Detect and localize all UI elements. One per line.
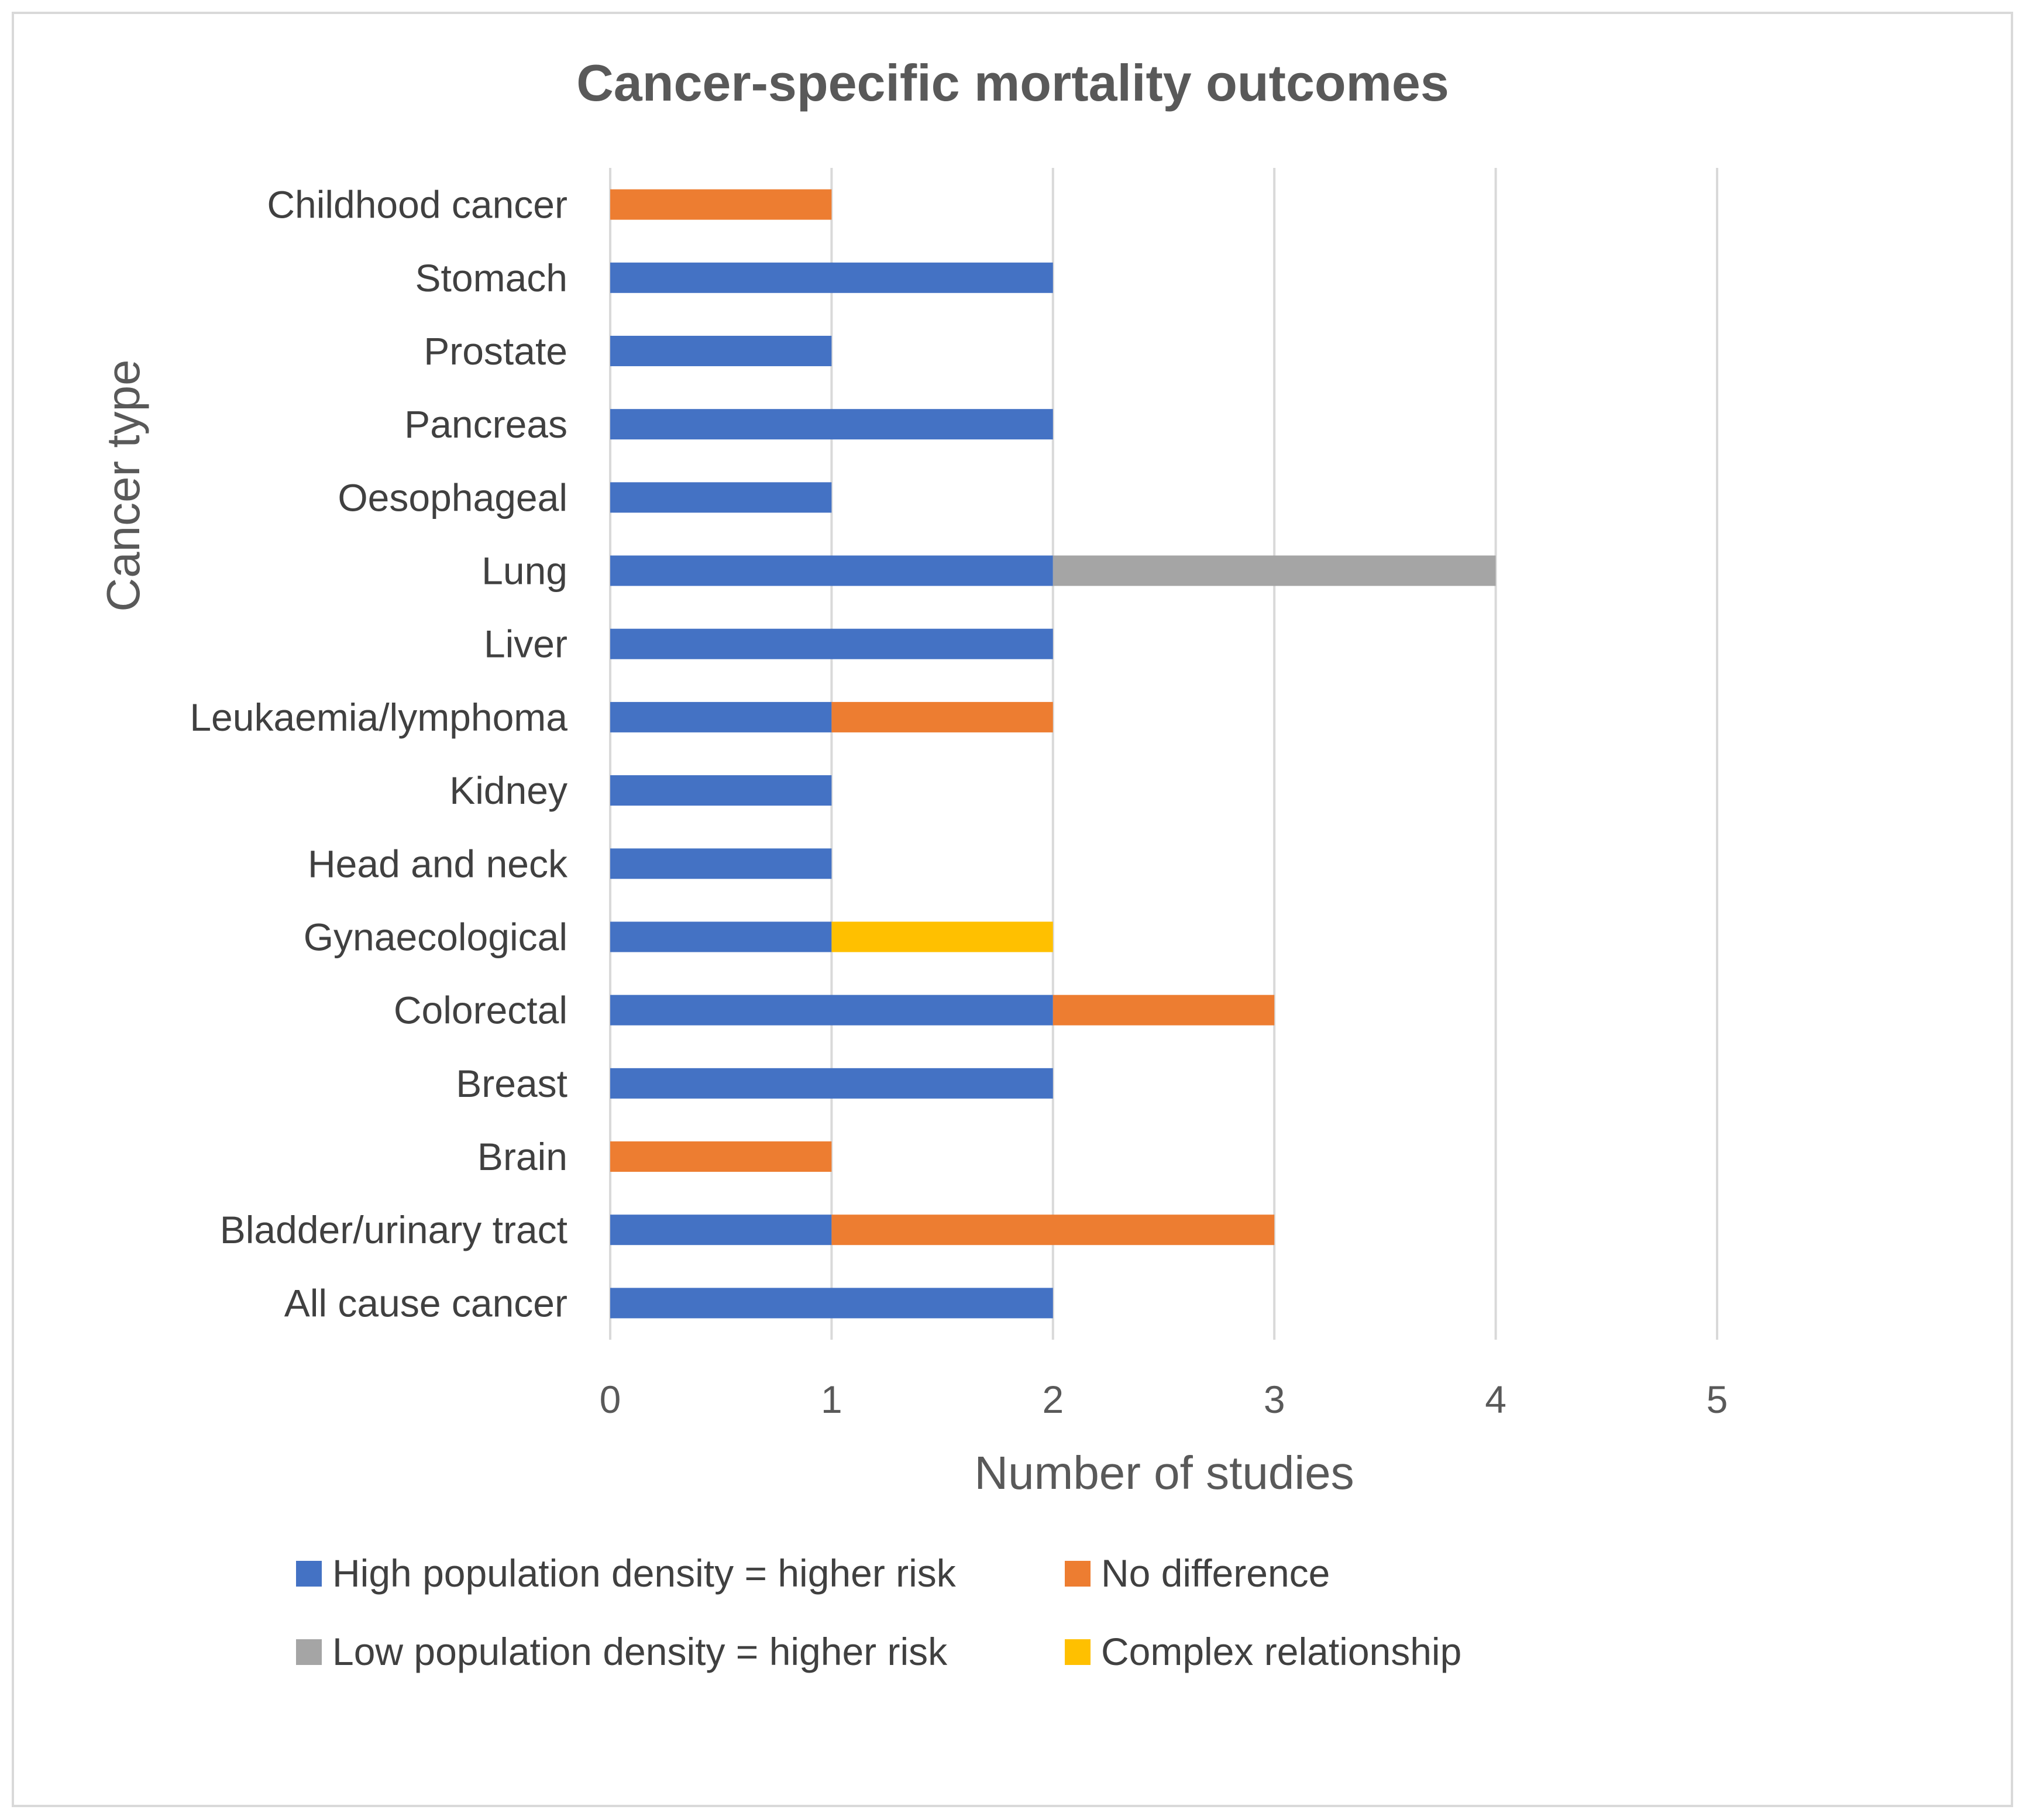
category-label-leukaemia-lymphoma: Leukaemia/lymphoma: [190, 696, 567, 739]
category-label-childhood-cancer: Childhood cancer: [267, 183, 567, 226]
category-label-kidney: Kidney: [449, 769, 567, 812]
x-tick-label-5: 5: [1707, 1378, 1728, 1421]
x-tick-labels: 0 1 2 3 4 5: [600, 1378, 1728, 1421]
bar-leukaemia-lymphoma-high-population-density-higher-risk: [610, 701, 832, 732]
legend-swatch: [1065, 1639, 1091, 1665]
bar-breast-high-population-density-higher-risk: [610, 1068, 1053, 1099]
legend-swatch: [1065, 1561, 1091, 1587]
x-tick-label-1: 1: [821, 1378, 842, 1421]
bar-gynaecological-complex-relationship: [831, 921, 1053, 952]
category-labels: All cause cancer Bladder/urinary tract Bra…: [190, 183, 568, 1325]
category-label-brain: Brain: [477, 1135, 567, 1178]
bar-brain-no-difference: [610, 1141, 832, 1172]
x-tick-label-3: 3: [1264, 1378, 1285, 1421]
bar-head-and-neck-high-population-density-higher-risk: [610, 848, 832, 879]
bar-prostate-high-population-density-higher-risk: [610, 335, 832, 366]
legend-label: No difference: [1101, 1551, 1330, 1595]
bar-lung-low-population-density-higher-risk: [1052, 555, 1496, 586]
bar-gynaecological-high-population-density-higher-risk: [610, 921, 832, 952]
bars: [610, 189, 1496, 1319]
x-tick-label-0: 0: [600, 1378, 621, 1421]
legend-item-low-population-density-higher-risk: Low population density = higher risk: [296, 1630, 948, 1673]
bar-liver-high-population-density-higher-risk: [610, 628, 1053, 659]
legend-item-no-difference: No difference: [1065, 1551, 1330, 1595]
x-tick-label-2: 2: [1042, 1378, 1064, 1421]
bar-bladder-urinary-tract-no-difference: [831, 1215, 1275, 1246]
bar-kidney-high-population-density-higher-risk: [610, 775, 832, 806]
bar-oesophageal-high-population-density-higher-risk: [610, 482, 832, 513]
y-axis-title: Cancer type: [97, 359, 149, 611]
legend-label: High population density = higher risk: [332, 1551, 957, 1595]
category-label-colorectal: Colorectal: [394, 989, 567, 1032]
legend-swatch: [296, 1561, 322, 1587]
category-label-head-and-neck: Head and neck: [308, 842, 568, 885]
category-label-prostate: Prostate: [424, 329, 567, 373]
bar-all-cause-cancer-high-population-density-higher-risk: [610, 1288, 1053, 1319]
bar-colorectal-high-population-density-higher-risk: [610, 995, 1053, 1026]
category-label-lung: Lung: [481, 549, 567, 593]
bar-leukaemia-lymphoma-no-difference: [831, 701, 1053, 732]
bar-stomach-high-population-density-higher-risk: [610, 262, 1053, 293]
x-axis-title: Number of studies: [974, 1447, 1354, 1499]
bar-lung-high-population-density-higher-risk: [610, 555, 1053, 586]
legend: High population density = higher risk No …: [296, 1551, 1461, 1673]
bar-childhood-cancer-no-difference: [610, 189, 832, 220]
legend-label: Low population density = higher risk: [332, 1630, 948, 1673]
x-tick-label-4: 4: [1485, 1378, 1506, 1421]
category-label-gynaecological: Gynaecological: [304, 915, 567, 958]
legend-label: Complex relationship: [1101, 1630, 1461, 1673]
category-label-stomach: Stomach: [415, 256, 567, 300]
legend-item-complex-relationship: Complex relationship: [1065, 1630, 1461, 1673]
chart-frame: [12, 12, 2013, 1807]
bar-bladder-urinary-tract-high-population-density-higher-risk: [610, 1215, 832, 1246]
category-label-oesophageal: Oesophageal: [338, 476, 567, 519]
legend-swatch: [296, 1639, 322, 1665]
category-label-liver: Liver: [484, 622, 567, 666]
category-label-bladder-urinary-tract: Bladder/urinary tract: [220, 1208, 567, 1251]
chart-title: Cancer-specific mortality outcomes: [576, 54, 1449, 112]
category-label-pancreas: Pancreas: [404, 402, 567, 446]
category-label-all-cause-cancer: All cause cancer: [284, 1281, 567, 1324]
category-label-breast: Breast: [456, 1062, 567, 1105]
legend-item-high-population-density-higher-risk: High population density = higher risk: [296, 1551, 957, 1595]
bar-pancreas-high-population-density-higher-risk: [610, 409, 1053, 440]
bar-colorectal-no-difference: [1052, 995, 1275, 1026]
